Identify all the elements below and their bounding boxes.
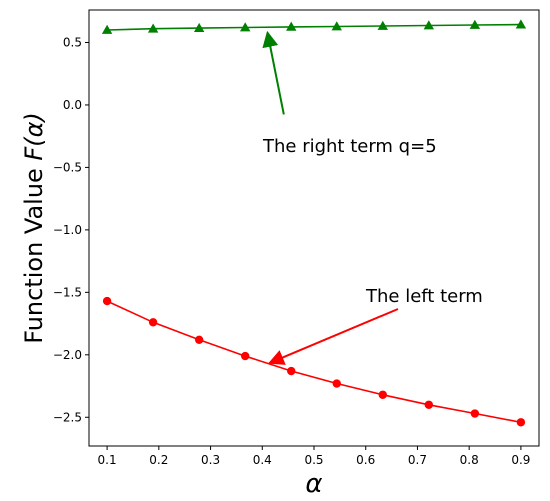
left-term-point [378,390,387,399]
left-term-point [424,400,434,409]
left-term-point [241,351,250,361]
y-axis-title: Function Value F(α) [20,112,48,344]
left-term-point [102,296,112,306]
y-tick-label: −2.5 [53,410,82,424]
x-tick-label: 0.4 [253,453,272,467]
left-term-line [106,300,522,424]
left-term-point [332,379,341,388]
x-tick-label: 0.7 [408,453,427,467]
y-tick-label: −1.5 [53,285,82,299]
x-tick-label: 0.8 [460,453,479,467]
x-tick-label: 0.2 [149,453,168,467]
plot-frame [88,9,540,447]
right-term-point [377,20,388,30]
right-term-point [331,21,342,31]
y-axis-title-math: F(α) [20,112,48,160]
right-term-point [423,20,435,30]
y-tick-label: −2.0 [53,348,82,362]
left-term-annotation: The left term [365,286,483,307]
right-term-point [193,22,205,33]
right-term-point [515,19,527,29]
plot-area [101,19,527,427]
left-term-point [194,335,204,345]
left-term-point [470,409,480,418]
right-term-arrow [262,30,285,115]
y-tick-label: 0.0 [63,98,82,112]
y-tick-label: 0.5 [63,35,82,49]
right-term-point [286,21,297,31]
y-tick-label: −1.0 [53,223,82,237]
right-term-point [101,24,113,34]
x-tick-label: 0.3 [201,453,220,467]
left-term-point [148,318,158,327]
left-term-arrow [267,308,399,365]
x-tick-label: 0.1 [98,453,117,467]
left-term-point [516,418,526,427]
x-tick-label: 0.9 [511,453,530,467]
right-term-point [469,19,481,29]
y-tick-label: −0.5 [53,160,82,174]
right-term-line [107,23,521,31]
axes: 0.1 0.2 0.3 0.4 0.5 0.6 0.7 0.8 0.9 0.5 0.0 −0.5 −1.… [53,9,540,467]
annotations: The right term q=5 The left term [262,30,483,365]
x-tick-label: 0.6 [356,453,375,467]
left-term-point [287,366,296,376]
y-axis-title-prefix: Function Value [20,161,48,344]
x-tick-label: 0.5 [304,453,323,467]
right-term-point [147,23,159,33]
right-term-point [240,22,251,32]
x-axis-title: α [305,469,322,499]
right-term-annotation: The right term q=5 [262,136,437,157]
